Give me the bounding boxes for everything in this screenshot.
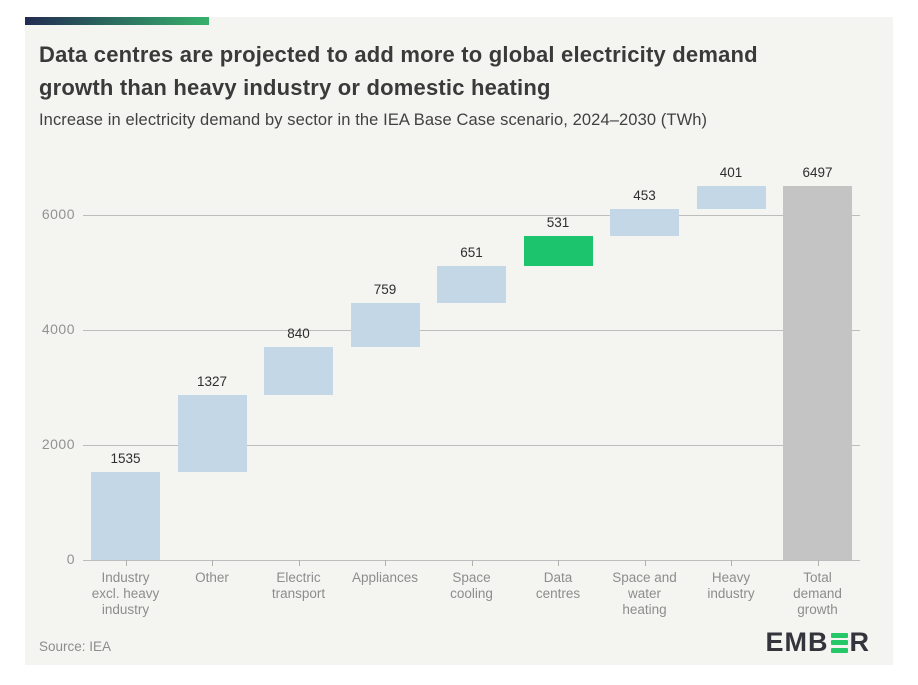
- chart-subtitle: Increase in electricity demand by sector…: [39, 111, 708, 129]
- bar-other: [177, 395, 247, 472]
- x-tick-other: [212, 560, 213, 566]
- plot-area: 0 2000 4000 6000 1535 Industry excl. heavy in…: [25, 17, 893, 665]
- y-axis-label-6000: 6000: [41, 206, 75, 222]
- ember-logo: EMB R: [766, 627, 871, 658]
- logo-bar: [830, 647, 848, 653]
- logo-bar: [830, 640, 848, 645]
- value-label-space-and-water-heating: 453: [633, 188, 656, 204]
- bar-total-demand-growth: [783, 186, 852, 560]
- value-label-industry-excl-heavy-industry: 1535: [110, 450, 141, 466]
- gridline-2000: [83, 445, 860, 446]
- bar-space-and-water-heating: [610, 209, 679, 236]
- value-label-data-centres: 531: [546, 214, 570, 230]
- x-tick-data-centres: [558, 560, 559, 566]
- y-axis-label-0: 0: [66, 551, 75, 567]
- ember-logo-text-right: R: [849, 627, 870, 657]
- bar-appliances: [350, 303, 420, 348]
- x-axis-label-heavy-industry: Heavy industry: [707, 570, 755, 601]
- value-label-other: 1327: [196, 374, 228, 390]
- source-note: Source: IEA: [39, 639, 112, 654]
- x-tick-appliances: [385, 560, 386, 566]
- x-axis-label-total-demand-growth: Total demand growth: [793, 570, 842, 617]
- bar-space-cooling: [437, 266, 506, 304]
- bar-heavy-industry: [696, 186, 766, 210]
- x-axis-label-appliances: Appliances: [351, 570, 419, 585]
- x-axis-label-electric-transport: Electric transport: [271, 570, 326, 601]
- x-tick-electric-transport: [298, 560, 300, 566]
- x-axis-label-space-cooling: Space cooling: [450, 570, 493, 601]
- x-tick-industry-excl-heavy-industry: [125, 560, 127, 566]
- value-label-appliances: 759: [373, 282, 397, 298]
- chart-title: Data centres are projected to add more t…: [39, 42, 758, 100]
- chart-card: Data centres are projected to add more t…: [25, 17, 893, 665]
- value-label-heavy-industry: 401: [719, 165, 743, 181]
- value-label-total-demand-growth: 6497: [802, 165, 833, 181]
- ember-logo-e-icon: [830, 632, 848, 653]
- bar-data-centres: [523, 235, 593, 267]
- y-axis-label-2000: 2000: [41, 436, 75, 452]
- bar-industry-excl-heavy-industry: [91, 471, 160, 560]
- value-label-space-cooling: 651: [460, 245, 483, 261]
- x-axis-label-industry-excl-heavy-industry: Industry excl. heavy industry: [91, 570, 160, 617]
- x-axis-label-space-and-water-heating: Space and water heating: [612, 570, 677, 617]
- gridline-4000: [83, 330, 860, 331]
- x-axis-label-data-centres: Data centres: [535, 570, 581, 601]
- brand-accent-bar: [25, 17, 209, 25]
- x-axis-label-other: Other: [195, 570, 229, 585]
- x-tick-heavy-industry: [731, 560, 732, 566]
- x-tick-total-demand-growth: [817, 560, 819, 566]
- gridline-6000: [83, 215, 860, 216]
- logo-bar: [830, 632, 848, 638]
- x-tick-space-cooling: [471, 560, 473, 566]
- value-label-electric-transport: 840: [287, 326, 310, 342]
- y-axis-label-4000: 4000: [41, 321, 75, 337]
- x-tick-space-and-water-heating: [644, 560, 646, 566]
- ember-logo-text-left: EMB: [765, 627, 829, 657]
- bar-electric-transport: [264, 347, 333, 396]
